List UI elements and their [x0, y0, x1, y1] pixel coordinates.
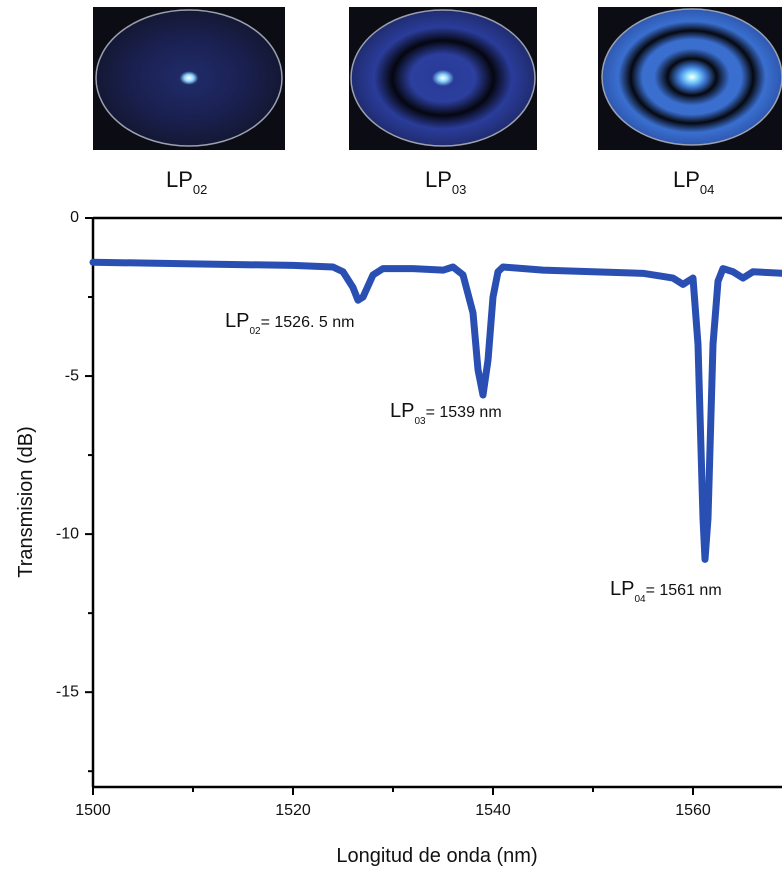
mode-images	[93, 7, 782, 150]
lp-subscript: 03	[414, 416, 426, 427]
lp-value: = 1561 nm	[646, 582, 722, 599]
lp-subscript: 04	[700, 182, 714, 197]
y-tick-label: -10	[56, 525, 79, 542]
y-tick-label: -5	[65, 367, 79, 384]
x-tick-label: 1560	[675, 802, 711, 819]
x-tick-label: 1500	[75, 802, 111, 819]
x-tick-label: 1540	[475, 802, 511, 819]
x-tick-label: 1520	[275, 802, 311, 819]
lp-label: LP03	[425, 167, 466, 197]
y-tick-label: -15	[56, 683, 79, 700]
mode-field	[350, 9, 536, 147]
lp-text: LP	[166, 167, 193, 192]
lp-subscript: 04	[634, 594, 646, 605]
y-axis-title: Transmision (dB)	[15, 426, 37, 578]
lp-value: = 1539 nm	[426, 404, 502, 421]
lp-text: LP	[425, 167, 452, 192]
lp-label: LP02= 1526. 5 nm	[225, 310, 354, 337]
lp-subscript: 02	[193, 182, 207, 197]
lp-label: LP02	[166, 167, 207, 197]
lp-text: LP	[225, 310, 249, 332]
lp-subscript: 02	[249, 326, 261, 337]
y-tick-label: 0	[70, 209, 79, 226]
lp-label: LP03= 1539 nm	[390, 400, 502, 427]
lp-value: = 1526. 5 nm	[261, 314, 355, 331]
lp-text: LP	[610, 578, 634, 600]
lp-text: LP	[390, 400, 414, 422]
lp-subscript: 03	[452, 182, 466, 197]
mode-field	[601, 8, 782, 146]
lp-label: LP04= 1561 nm	[610, 578, 722, 605]
x-axis-title: Longitud de onda (nm)	[336, 845, 537, 867]
mode-field	[95, 9, 283, 147]
data-line	[89, 258, 782, 563]
lp-text: LP	[673, 167, 700, 192]
lp-label: LP04	[673, 167, 714, 197]
